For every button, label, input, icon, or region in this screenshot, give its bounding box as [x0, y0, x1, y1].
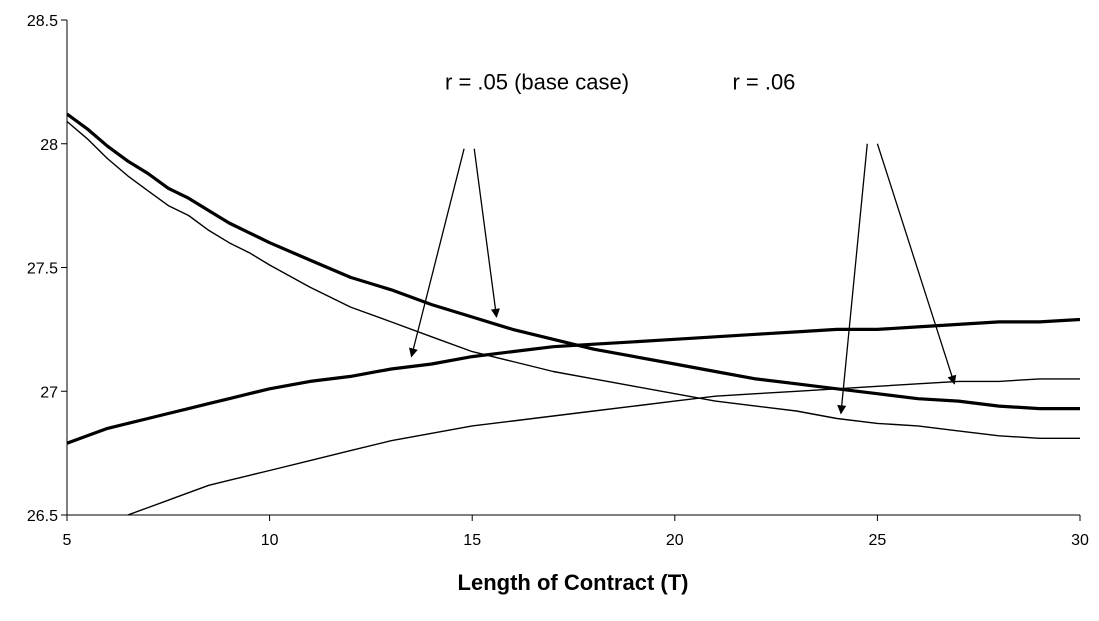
y-tick-label: 26.5 — [27, 508, 58, 525]
annotation-arrow — [473, 148, 500, 318]
annotation-arrow — [837, 143, 868, 415]
series-line-3 — [67, 317, 1080, 445]
annotation-label: r = .05 (base case) — [445, 69, 629, 94]
x-tick-label: 15 — [463, 532, 481, 549]
y-tick-label: 28.5 — [27, 13, 58, 30]
annotation-arrow — [409, 148, 465, 358]
x-axis-title: Length of Contract (T) — [458, 570, 689, 595]
y-tick-label: 27.5 — [27, 261, 58, 278]
annotation-arrow — [876, 143, 957, 385]
x-tick-label: 10 — [261, 532, 279, 549]
series-line-2 — [67, 120, 1080, 439]
y-tick-label: 28 — [40, 137, 58, 154]
y-ticks: 26.5 27 27.5 28 28.5 — [27, 13, 67, 525]
x-tick-label: 20 — [666, 532, 684, 549]
annotation-label: r = .06 — [732, 69, 795, 94]
x-ticks: 5 10 15 20 25 30 — [63, 515, 1089, 549]
x-tick-label: 5 — [63, 532, 72, 549]
series-line-1 — [67, 112, 1080, 411]
x-tick-label: 30 — [1071, 532, 1089, 549]
series-group — [67, 112, 1080, 515]
annotations: r = .05 (base case) r = .06 — [409, 69, 957, 415]
series-line-4 — [124, 378, 1080, 515]
x-tick-label: 25 — [869, 532, 887, 549]
y-tick-label: 27 — [40, 384, 58, 401]
